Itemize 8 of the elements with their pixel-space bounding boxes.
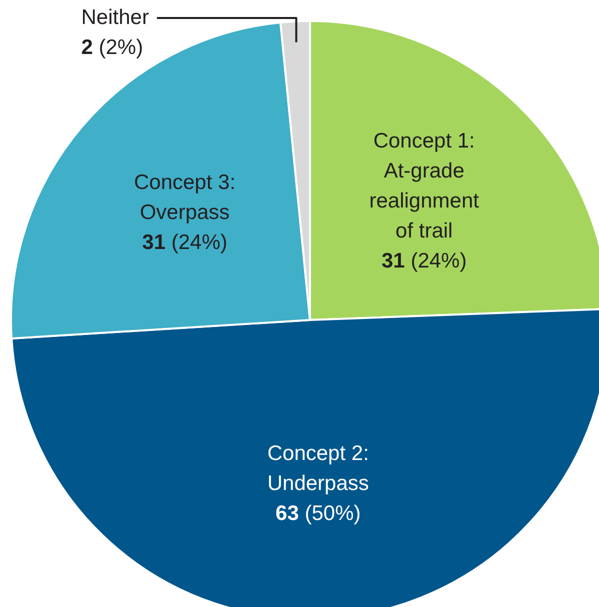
data-label: 31 (24%): [382, 249, 467, 272]
slice-label: Neither: [81, 6, 149, 29]
slice-label: Concept 2: Underpass: [267, 442, 369, 496]
data-label: 63 (50%): [276, 502, 361, 526]
data-label: 2 (2%): [81, 36, 144, 59]
slice-label: Concept 3: Overpass: [134, 171, 236, 224]
slice-label: Concept 1: At-grade realignment of trail: [369, 129, 480, 242]
data-label: 31 (24%): [142, 231, 228, 254]
